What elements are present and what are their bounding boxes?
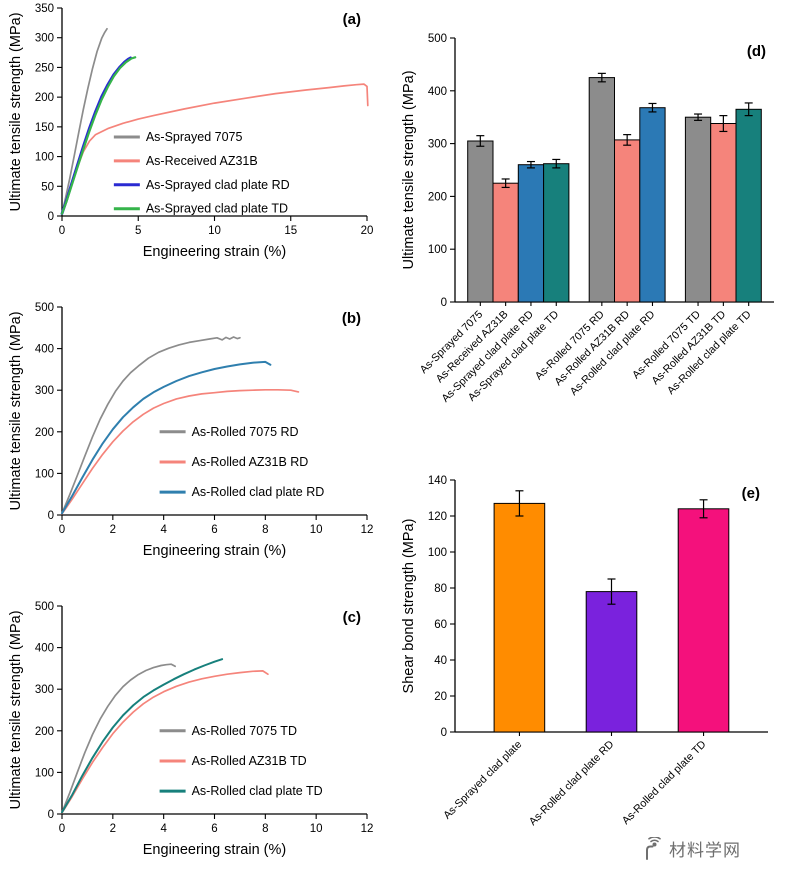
svg-text:12: 12 [361,823,374,835]
svg-text:2: 2 [110,524,116,536]
svg-text:As-Received AZ31B: As-Received AZ31B [146,154,258,168]
svg-text:400: 400 [35,643,54,655]
svg-text:0: 0 [59,524,65,536]
watermark-logo-icon [646,836,661,860]
svg-text:As-Rolled clad plate TD: As-Rolled clad plate TD [192,784,323,798]
svg-text:Ultimate tensile strength (MPa: Ultimate tensile strength (MPa) [401,70,417,269]
watermark-text: 材料学网 [669,841,741,860]
svg-text:4: 4 [160,524,167,536]
svg-text:40: 40 [434,655,447,667]
svg-text:6: 6 [211,524,217,536]
svg-text:As-Sprayed clad plate TD: As-Sprayed clad plate TD [146,202,288,216]
svg-text:300: 300 [35,33,54,45]
svg-text:100: 100 [428,547,447,559]
svg-text:400: 400 [428,86,447,98]
svg-text:500: 500 [35,601,54,613]
svg-text:(d): (d) [747,43,766,60]
svg-text:0: 0 [48,809,54,821]
watermark: 材料学网 [640,836,741,861]
panel-c-stress-strain-chart: 0 100 200 300 400 500 0 2 4 6 8 10 12 As-Rolled 7075 … [8,601,374,858]
svg-text:As-Rolled AZ31B TD: As-Rolled AZ31B TD [192,754,307,768]
svg-text:0: 0 [441,727,447,739]
svg-text:200: 200 [428,191,447,203]
svg-text:60: 60 [434,619,447,631]
svg-text:As-Rolled clad plate RD: As-Rolled clad plate RD [192,485,325,499]
svg-text:200: 200 [35,726,54,738]
svg-text:50: 50 [41,181,54,193]
svg-text:As-Rolled clad plate RD: As-Rolled clad plate RD [527,738,617,828]
svg-text:150: 150 [35,122,54,134]
svg-text:120: 120 [428,511,447,523]
svg-text:As-Rolled 7075 RD: As-Rolled 7075 RD [192,425,299,439]
svg-text:Ultimate tensile strength (MPa: Ultimate tensile strength (MPa) [8,610,24,809]
svg-text:300: 300 [35,385,54,397]
svg-text:200: 200 [35,427,54,439]
svg-text:250: 250 [35,62,54,74]
svg-text:(e): (e) [742,485,760,502]
svg-text:Engineering strain (%): Engineering strain (%) [143,842,286,858]
svg-text:0: 0 [48,510,54,522]
svg-text:500: 500 [428,33,447,45]
svg-text:(c): (c) [343,609,361,626]
svg-text:As-Sprayed 7075: As-Sprayed 7075 [146,130,243,144]
svg-text:Shear bond strength (MPa): Shear bond strength (MPa) [401,519,417,694]
panel-a-stress-strain-chart: 0 50 100 150 200 250 300 350 0 5 10 15 20 As-Sprayed … [8,3,374,260]
svg-text:5: 5 [135,225,141,237]
svg-text:12: 12 [361,524,374,536]
svg-text:500: 500 [35,302,54,314]
panel-b-stress-strain-chart: 0 100 200 300 400 500 0 2 4 6 8 10 12 As-Rolled 7075 … [8,302,374,559]
svg-text:100: 100 [35,468,54,480]
svg-text:80: 80 [434,583,447,595]
svg-text:10: 10 [310,524,323,536]
svg-text:4: 4 [160,823,167,835]
svg-text:300: 300 [428,139,447,151]
svg-text:0: 0 [59,823,65,835]
svg-text:Engineering strain (%): Engineering strain (%) [143,244,286,260]
svg-text:(a): (a) [343,11,361,28]
svg-text:15: 15 [284,225,297,237]
svg-text:2: 2 [110,823,116,835]
svg-text:400: 400 [35,344,54,356]
svg-text:As-Sprayed clad plate: As-Sprayed clad plate [441,738,524,821]
svg-text:100: 100 [35,767,54,779]
svg-text:0: 0 [59,225,65,237]
svg-text:As-Rolled 7075 TD: As-Rolled 7075 TD [192,724,297,738]
svg-text:200: 200 [35,92,54,104]
svg-text:300: 300 [35,684,54,696]
svg-text:As-Sprayed clad plate RD: As-Sprayed clad plate RD [146,178,290,192]
svg-text:100: 100 [428,244,447,256]
svg-text:20: 20 [434,691,447,703]
svg-text:8: 8 [262,524,268,536]
svg-text:Engineering strain (%): Engineering strain (%) [143,543,286,559]
svg-text:350: 350 [35,3,54,15]
svg-text:10: 10 [208,225,221,237]
svg-text:(b): (b) [342,310,361,327]
svg-text:As-Rolled clad plate TD: As-Rolled clad plate TD [620,738,709,827]
svg-text:100: 100 [35,152,54,164]
svg-text:Ultimate tensile strength (MPa: Ultimate tensile strength (MPa) [8,12,24,211]
svg-text:Ultimate tensile strength (MPa: Ultimate tensile strength (MPa) [8,311,24,510]
svg-text:0: 0 [48,211,54,223]
svg-text:6: 6 [211,823,217,835]
svg-text:8: 8 [262,823,268,835]
svg-text:10: 10 [310,823,323,835]
svg-text:140: 140 [428,475,447,487]
svg-text:As-Rolled AZ31B RD: As-Rolled AZ31B RD [192,455,309,469]
svg-text:20: 20 [361,225,374,237]
svg-text:0: 0 [441,297,447,309]
